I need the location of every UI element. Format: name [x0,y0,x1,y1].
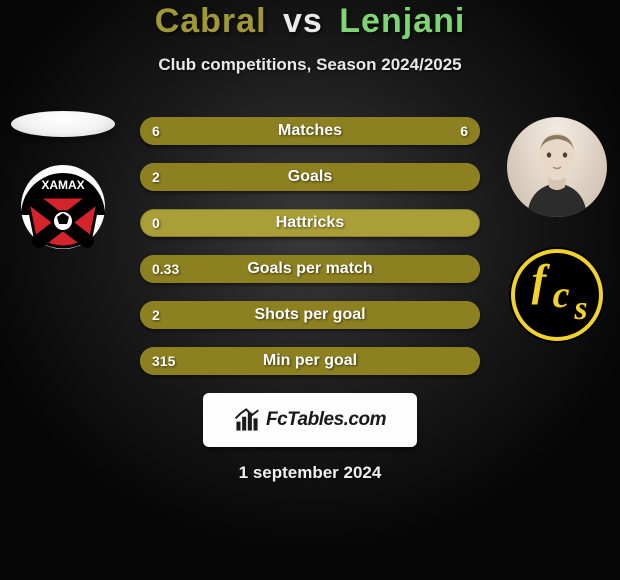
stat-bar: 315Min per goal [140,347,480,375]
svg-text:c: c [553,274,570,316]
brand-badge: FcTables.com [203,393,417,447]
left-column: XAMAX [0,117,120,265]
comparison-section: XAMAX 66Matches2Goals0Hattricks0.33Goals… [0,117,620,375]
stat-bar-fill-left [140,255,480,283]
stat-bar: 0.33Goals per match [140,255,480,283]
club-right-icon: f c s [507,245,607,345]
club-logo-left: XAMAX [13,165,113,265]
player2-photo [507,117,607,217]
stat-bar-fill-left [140,301,480,329]
title-vs: vs [283,2,323,40]
stat-bar: 0Hattricks [140,209,480,237]
stat-label: Hattricks [140,209,480,237]
stat-value-left: 2 [152,301,160,329]
svg-text:XAMAX: XAMAX [41,178,84,192]
svg-text:s: s [573,290,587,327]
brand-text: FcTables.com [266,409,386,431]
stat-bar: 66Matches [140,117,480,145]
stat-value-left: 315 [152,347,175,375]
right-column: f c s [500,117,620,345]
stat-bar-fill-left [140,347,480,375]
stat-value-left: 2 [152,163,160,191]
title-player2: Lenjani [339,2,465,40]
stat-value-right: 6 [460,117,468,145]
stat-value-left: 6 [152,117,160,145]
stat-bar: 2Goals [140,163,480,191]
stat-value-left: 0.33 [152,255,179,283]
stat-value-left: 0 [152,209,160,237]
stat-bar-fill-left [140,163,480,191]
club-left-icon: XAMAX [13,165,113,265]
player2-avatar-icon [507,117,607,217]
player1-photo-placeholder [11,111,115,137]
title-player1: Cabral [155,2,267,40]
club-logo-right: f c s [507,245,607,345]
title: Cabral vs Lenjani [155,2,466,41]
stat-bar: 2Shots per goal [140,301,480,329]
stat-bar-fill-left [140,117,310,145]
stat-bars: 66Matches2Goals0Hattricks0.33Goals per m… [120,117,500,375]
infographic: Cabral vs Lenjani Club competitions, Sea… [0,0,620,580]
subtitle: Club competitions, Season 2024/2025 [158,55,461,75]
stat-bar-fill-right [310,117,480,145]
date: 1 september 2024 [239,463,382,483]
brand-chart-icon [234,407,260,433]
